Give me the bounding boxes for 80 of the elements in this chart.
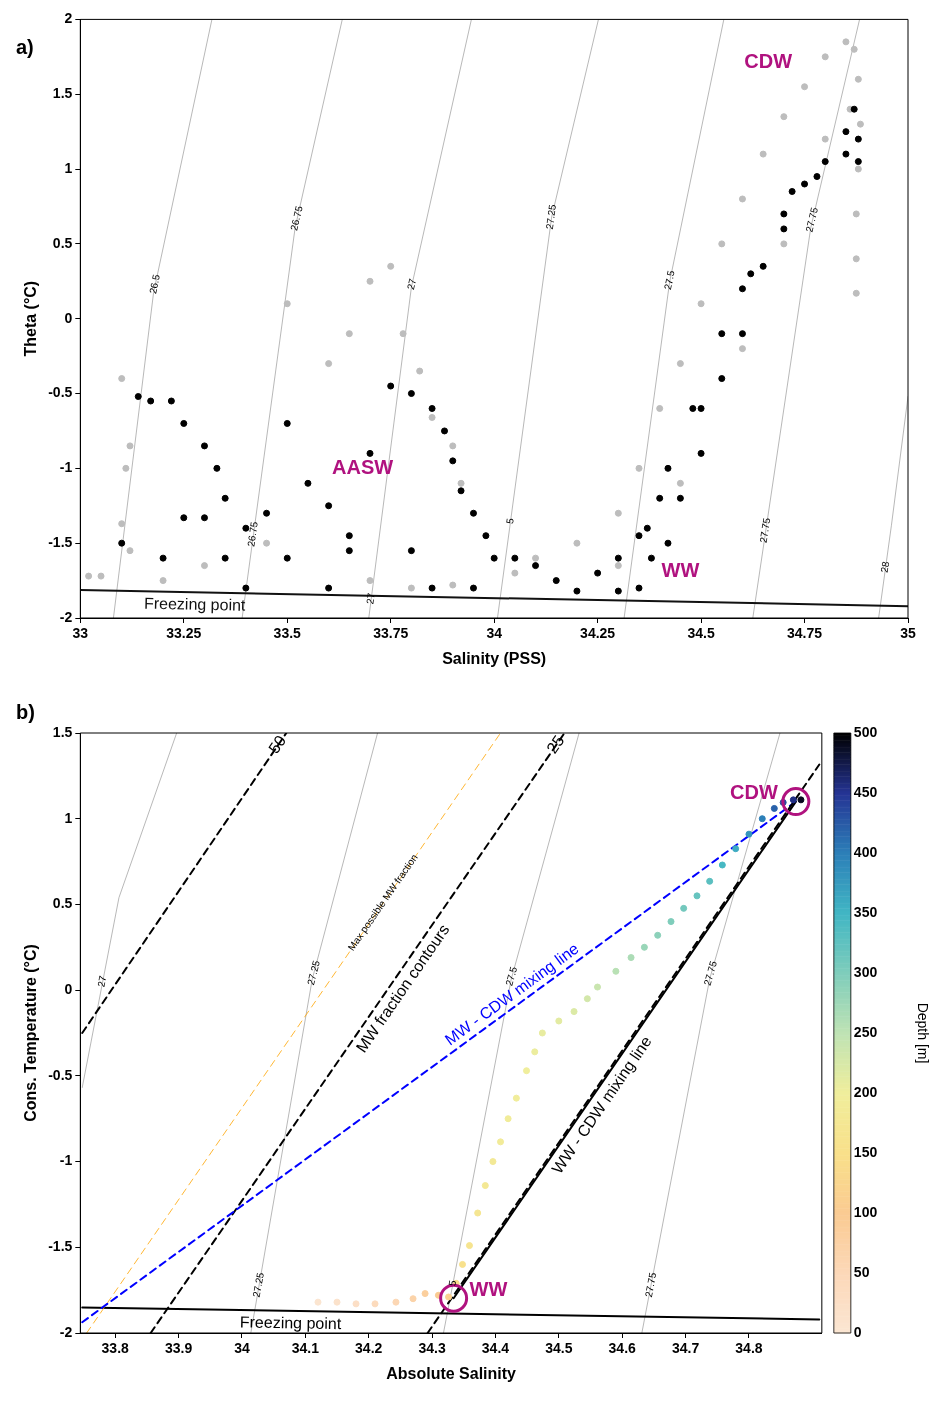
annotation: 5 <box>446 1278 459 1287</box>
x-axis-title: Salinity (PSS) <box>442 649 547 667</box>
y-axis-title: Theta (°C) <box>22 280 40 357</box>
annotation: WW <box>661 559 700 582</box>
x-tick-label: 34.7 <box>671 1340 700 1357</box>
annotation: 27 <box>364 591 377 605</box>
annotation: 27 <box>95 974 109 988</box>
annotation: 27 <box>404 277 419 291</box>
color-bar-label: 300 <box>853 963 878 980</box>
annotation: 27.25 <box>304 958 323 987</box>
color-bar-label: 400 <box>853 843 878 860</box>
x-tick-label: 34.4 <box>481 1340 510 1357</box>
annotation: 26.5 <box>147 273 162 295</box>
x-tick-label: 34.5 <box>545 1340 573 1357</box>
x-tick-label: 33.9 <box>164 1340 193 1357</box>
text: a) <box>16 35 34 58</box>
x-tick-label: 34.3 <box>418 1340 446 1357</box>
color-bar-label: 200 <box>853 1083 878 1100</box>
y-tick-label: -1 <box>59 1152 73 1169</box>
x-tick-label: 35 <box>900 625 916 642</box>
annotation: 27.75 <box>642 1271 659 1299</box>
color-bar-label: 450 <box>853 783 878 800</box>
y-tick-label: -0.5 <box>48 1066 73 1083</box>
annotation: Freezing point <box>143 594 247 614</box>
color-bar-label: 500 <box>853 723 878 740</box>
x-tick-label: 33.75 <box>373 625 409 642</box>
y-tick-label: -1.5 <box>48 1238 73 1255</box>
y-tick-label: 0 <box>64 309 73 326</box>
y-tick-label: 1 <box>64 809 73 826</box>
annotation: 27.75 <box>701 959 720 987</box>
y-tick-label: -2 <box>59 608 73 625</box>
annotation: 26.75 <box>288 204 305 232</box>
annotation: 27.25 <box>543 203 559 230</box>
annotation: 26.75 <box>245 520 260 548</box>
annotation: 27.5 <box>661 269 677 291</box>
y-tick-label: 1.5 <box>52 85 73 102</box>
color-bar-title: Depth [m] <box>914 1002 931 1064</box>
annotation: CDW <box>744 50 793 73</box>
y-tick-label: -0.5 <box>48 384 73 401</box>
annotation: WW <box>469 1277 508 1300</box>
x-tick-label: 34.75 <box>787 625 823 642</box>
annotation: CDW <box>730 781 778 804</box>
annotation: AASW <box>332 455 394 478</box>
x-tick-label: 33 <box>72 625 89 642</box>
y-tick-label: 1.5 <box>52 723 73 740</box>
y-tick-label: 0.5 <box>52 234 73 251</box>
x-tick-label: 34.6 <box>608 1340 637 1357</box>
text: b) <box>16 700 35 723</box>
annotation: 27.75 <box>803 205 820 234</box>
annotation: 28 <box>878 560 892 574</box>
color-bar-label: 50 <box>853 1263 870 1280</box>
x-tick-label: 34.1 <box>291 1340 320 1357</box>
y-tick-label: 0 <box>64 981 73 997</box>
x-axis-title: Absolute Salinity <box>386 1364 517 1382</box>
annotation: 27.75 <box>757 516 773 544</box>
color-bar-label: 0 <box>853 1323 862 1340</box>
color-bar-label: 150 <box>853 1143 878 1160</box>
annotation: Freezing point <box>239 1313 342 1333</box>
color-bar-label: 100 <box>853 1203 878 1220</box>
x-tick-label: 34 <box>234 1340 250 1357</box>
annotation: 50 <box>265 732 290 757</box>
y-tick-label: 1 <box>64 159 73 176</box>
annotation: 5 <box>504 517 516 525</box>
x-tick-label: 34.2 <box>355 1340 383 1357</box>
y-tick-label: -1.5 <box>48 534 73 551</box>
x-tick-label: 34.5 <box>687 625 715 642</box>
y-tick-label: 0.5 <box>52 895 73 912</box>
x-tick-label: 33.5 <box>273 625 302 642</box>
x-tick-label: 33.25 <box>166 625 202 642</box>
y-tick-label: -1 <box>59 459 73 476</box>
color-bar-label: 250 <box>853 1023 878 1040</box>
color-bar-label: 350 <box>853 903 878 920</box>
y-axis-title: Cons. Temperature (°C) <box>22 944 40 1122</box>
x-tick-label: 34 <box>486 625 503 642</box>
y-tick-label: 2 <box>64 10 73 27</box>
annotation: 27.25 <box>250 1271 266 1299</box>
x-tick-label: 34.25 <box>580 625 616 642</box>
y-tick-label: -2 <box>59 1323 73 1340</box>
x-tick-label: 33.8 <box>101 1340 130 1357</box>
x-tick-label: 34.8 <box>735 1340 763 1357</box>
